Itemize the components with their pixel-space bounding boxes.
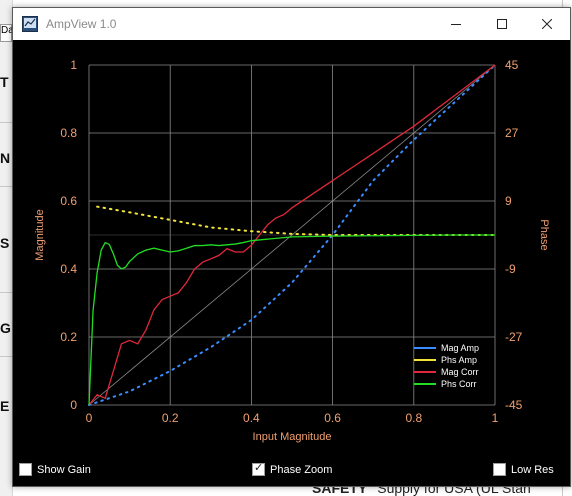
y2-tick-label: 9 — [505, 194, 512, 208]
chart-grid — [88, 64, 496, 406]
minimize-icon — [451, 24, 461, 25]
y2-tick-label: -9 — [505, 262, 516, 276]
series-line-phs-amp — [96, 205, 496, 236]
reference-diagonal-line — [88, 64, 496, 406]
series-line-phs-corr — [88, 234, 495, 406]
background-label-e: E — [0, 398, 10, 414]
x-tick-label: 0.6 — [324, 411, 341, 425]
legend-label: Phs Amp — [441, 355, 477, 365]
y2-tick-label: 27 — [505, 126, 519, 140]
app-icon — [22, 16, 38, 32]
x-axis-label: Input Magnitude — [253, 431, 332, 443]
x-tick-label: 1 — [492, 411, 499, 425]
low-res-checkbox[interactable]: Low Res — [493, 463, 554, 476]
background-divider — [0, 122, 12, 123]
y2-axis-label: Phase — [538, 219, 550, 250]
legend-label: Mag Amp — [441, 343, 479, 353]
close-icon — [542, 19, 552, 29]
show-gain-check-box[interactable] — [19, 463, 32, 476]
y-tick-label: 0.6 — [60, 194, 77, 208]
title-bar[interactable]: AmpView 1.0 — [13, 8, 570, 40]
maximize-button[interactable] — [479, 8, 525, 40]
low-res-check-box[interactable] — [493, 463, 506, 476]
y-tick-label: 0.2 — [60, 330, 77, 344]
tick-labels: 0 0.2 0.4 0.6 0.8 1 0 0.2 0.4 0.6 0.8 1 -45 -27 -9 9 27 4… — [60, 58, 522, 425]
low-res-label: Low Res — [511, 463, 554, 476]
series-line-mag-corr — [88, 64, 496, 406]
y2-tick-label: 45 — [505, 58, 519, 72]
background-label-n: N — [0, 150, 11, 166]
background-divider — [0, 186, 12, 187]
background-label-t: T — [0, 74, 9, 90]
background-divider — [0, 292, 12, 293]
series-line-mag-amp — [88, 64, 496, 406]
x-tick-label: 0.2 — [162, 411, 179, 425]
y-tick-label: 0 — [70, 398, 77, 412]
show-gain-checkbox[interactable]: Show Gain — [19, 463, 91, 476]
y-tick-label: 0.4 — [60, 262, 77, 276]
legend-label: Mag Corr — [441, 367, 479, 377]
x-tick-label: 0 — [86, 411, 93, 425]
y2-tick-label: -27 — [505, 330, 523, 344]
phase-zoom-check-box[interactable] — [252, 461, 265, 476]
series-layer — [88, 64, 496, 406]
background-label-g: G — [0, 320, 11, 336]
options-bar: Show Gain Phase Zoom Low Res — [13, 457, 570, 481]
background-label-s: S — [0, 235, 10, 251]
background-tab[interactable]: Da — [0, 24, 14, 42]
background-divider — [0, 356, 12, 357]
phase-zoom-checkbox[interactable]: Phase Zoom — [252, 461, 333, 476]
ampview-window: AmpView 1.0 0 0.2 0.4 0.6 0.8 1 0 0.2 0.4 0.6 0.8 1… — [12, 7, 571, 487]
maximize-icon — [497, 19, 507, 29]
show-gain-label: Show Gain — [37, 463, 91, 476]
window-title: AmpView 1.0 — [46, 17, 117, 31]
y-tick-label: 0.8 — [60, 126, 77, 140]
close-button[interactable] — [524, 8, 570, 40]
chart-legend: Mag Amp Phs Amp Mag Corr Phs Corr — [414, 343, 479, 389]
y2-tick-label: -45 — [505, 398, 523, 412]
y-tick-label: 1 — [70, 58, 77, 72]
phase-zoom-label: Phase Zoom — [270, 463, 333, 476]
x-tick-label: 0.8 — [405, 411, 422, 425]
x-tick-label: 0.4 — [243, 411, 260, 425]
legend-label: Phs Corr — [441, 379, 477, 389]
amplifier-chart: 0 0.2 0.4 0.6 0.8 1 0 0.2 0.4 0.6 0.8 1 -45 -27 -9 9 27 4… — [34, 58, 550, 443]
y-axis-label: Magnitude — [34, 209, 46, 260]
minimize-button[interactable] — [433, 8, 479, 40]
